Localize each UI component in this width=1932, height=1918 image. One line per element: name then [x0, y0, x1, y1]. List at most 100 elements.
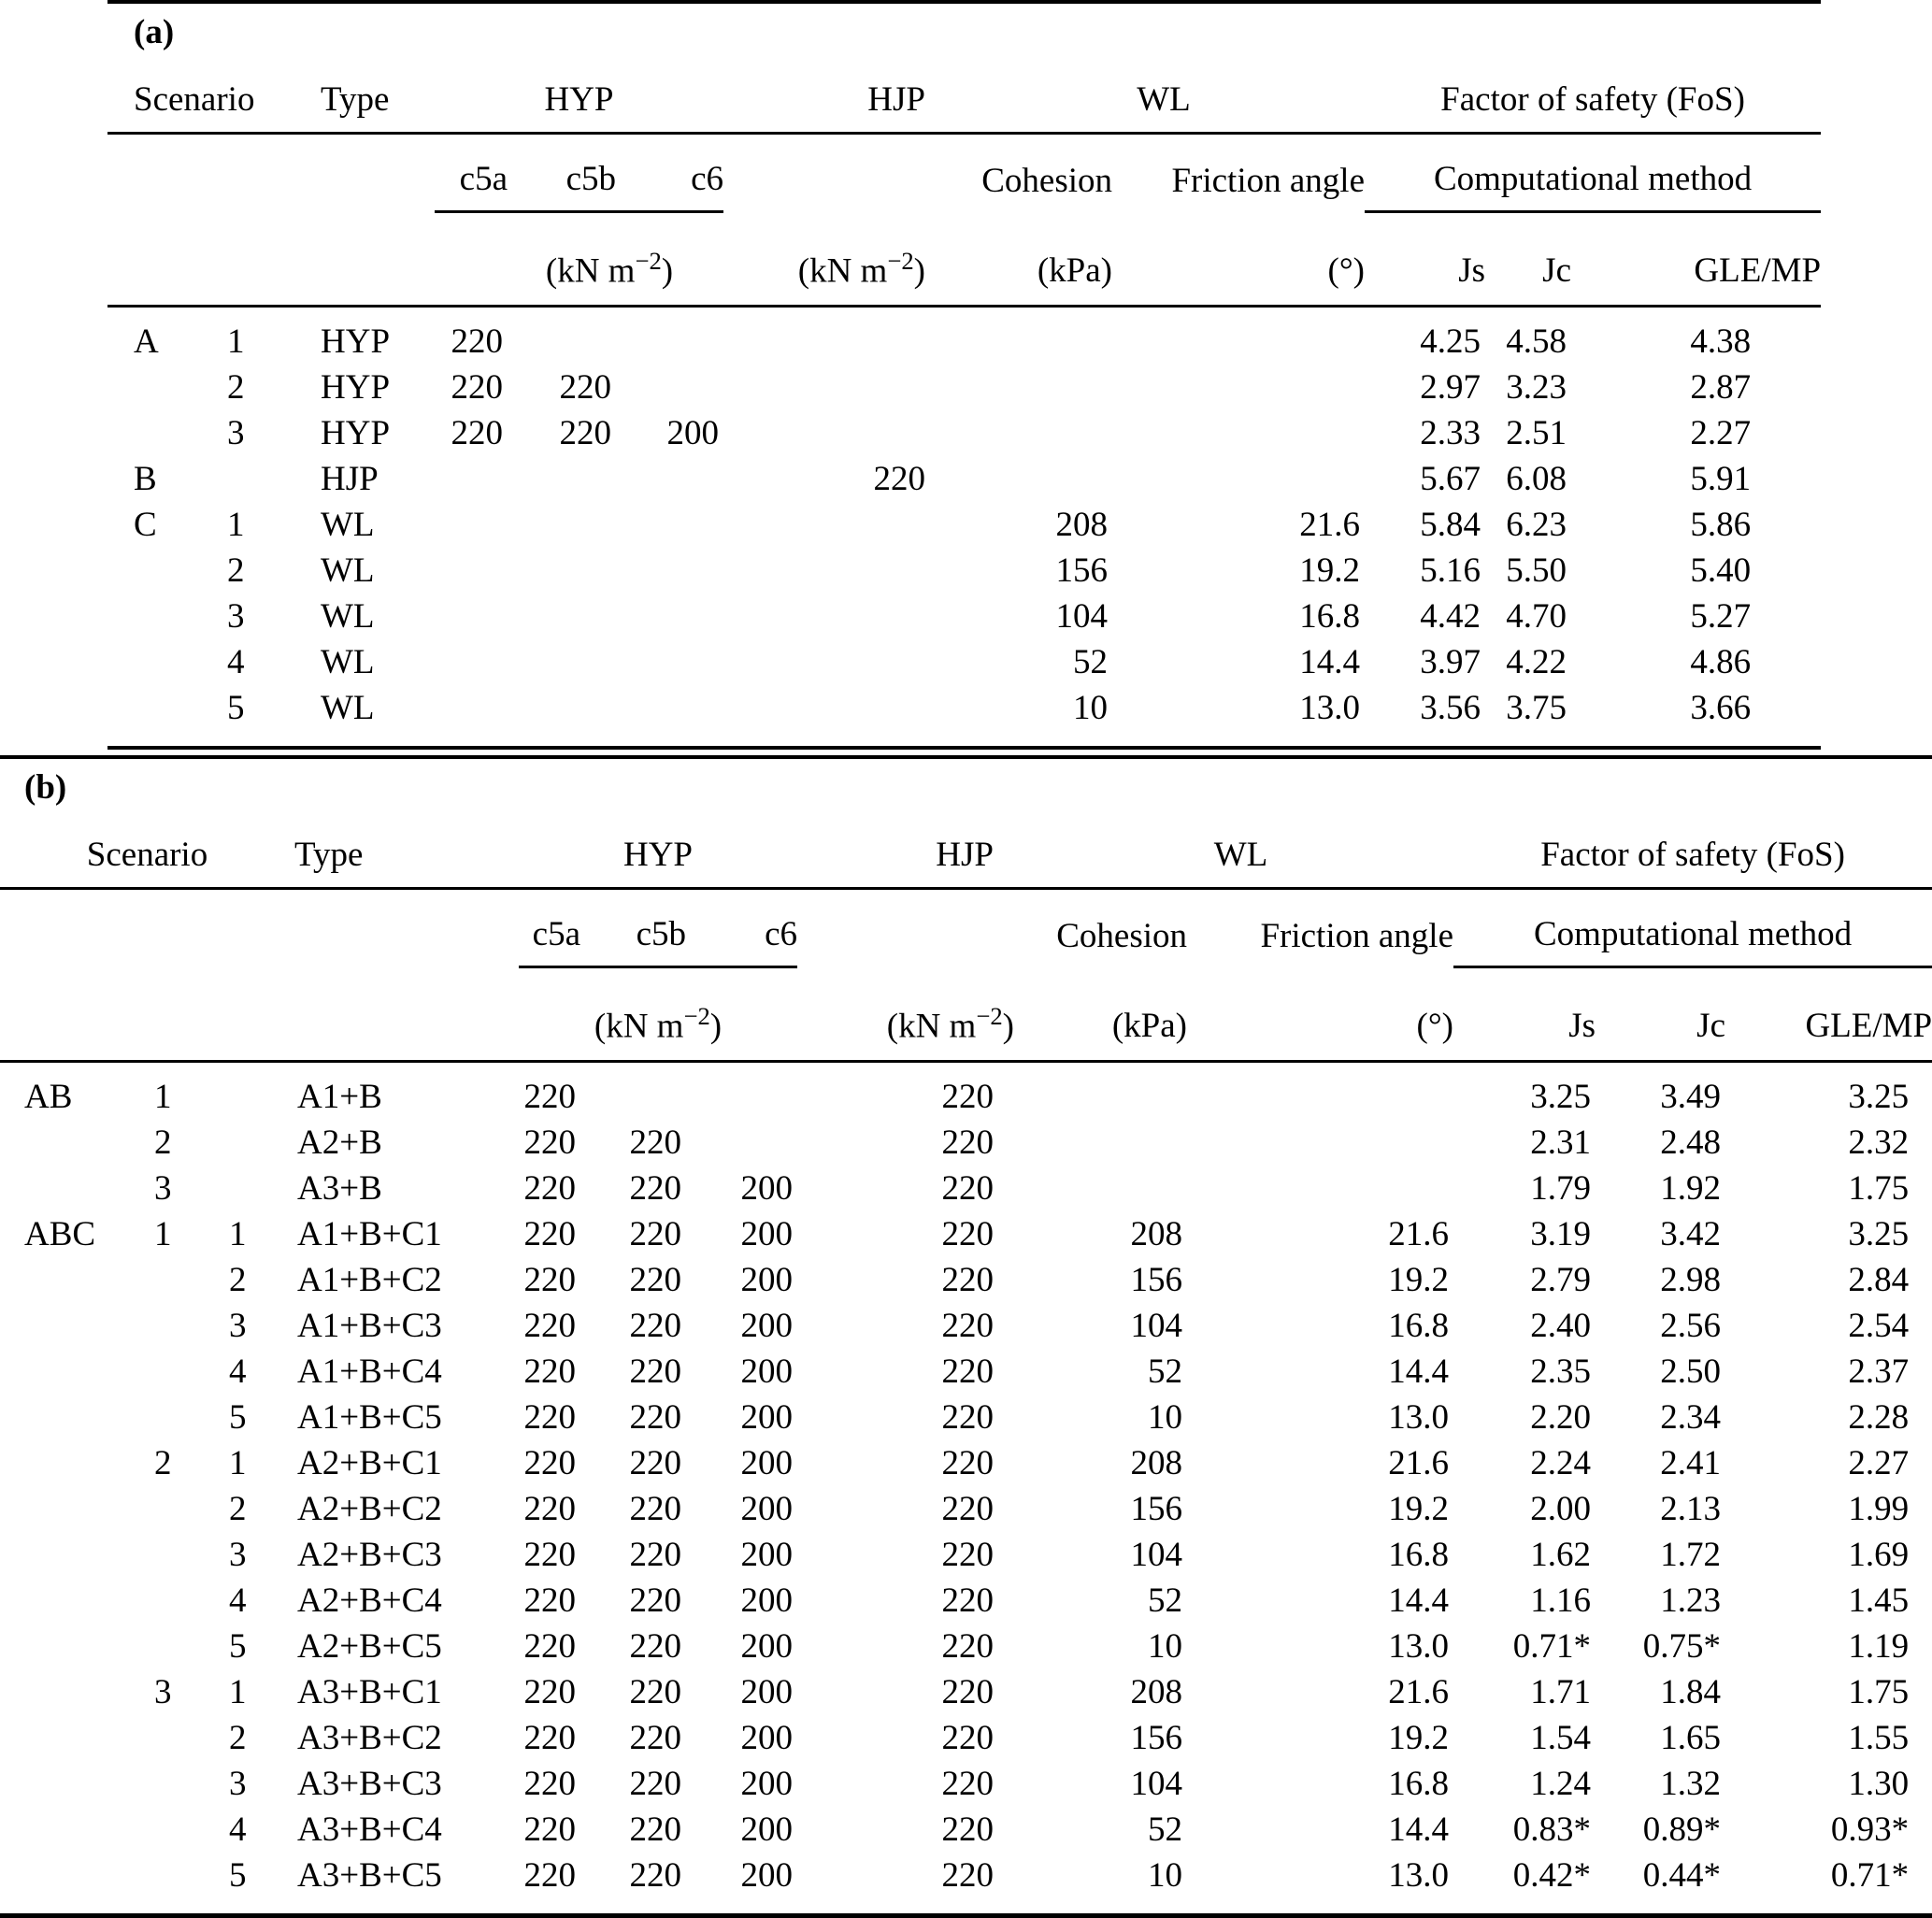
table-cell [0, 1715, 150, 1761]
table-cell [616, 685, 723, 748]
table-cell: 104 [1130, 1307, 1183, 1345]
table-cell: 220 [629, 1215, 682, 1253]
table-cell: 1.71 [1530, 1673, 1591, 1711]
table-cell [508, 548, 616, 594]
table-cell [616, 365, 723, 410]
table-cell: 200 [740, 1215, 794, 1253]
col-group-fos: Factor of safety (FoS) [1453, 811, 1932, 890]
table-row: C 1 WL 208 21.6 5.84 6.23 5.86 [107, 502, 1821, 548]
table-cell: 0.93* [1830, 1811, 1910, 1849]
table-cell: 3.19 [1530, 1215, 1591, 1253]
table-a-body: A 1 HYP 220 4.25 4.58 4.38 2 HYP 220 220 2.97 3.23 2.… [107, 307, 1821, 749]
table-cell [0, 1486, 150, 1532]
table-cell [580, 1062, 686, 1121]
table-cell: 13.0 [1388, 1856, 1449, 1895]
table-cell: WL [321, 506, 375, 544]
col-header-scenario: Scenario [107, 56, 321, 135]
table-row: 2 WL 156 19.2 5.16 5.50 5.40 [107, 548, 1821, 594]
table-cell [963, 307, 1112, 365]
table-cell: 5 [229, 1627, 247, 1666]
table-cell: 220 [523, 1169, 577, 1208]
table-cell: 200 [740, 1490, 794, 1528]
table-cell: 220 [523, 1673, 577, 1711]
col-header-gle-mp: GLE/MP [1571, 211, 1822, 308]
table-cell: 220 [629, 1124, 682, 1162]
table-cell: 4.22 [1506, 643, 1567, 681]
table-cell: WL [321, 643, 375, 681]
table-cell: 5.50 [1506, 551, 1567, 590]
table-cell: 156 [1130, 1490, 1183, 1528]
table-cell [0, 1395, 150, 1440]
table-cell: 104 [1130, 1536, 1183, 1574]
table-cell: 5.16 [1420, 551, 1481, 590]
table-cell: 220 [941, 1719, 995, 1757]
table-cell: 2.50 [1660, 1353, 1721, 1391]
table-row: 2 A2+B 220 220 220 2.31 2.48 2.32 [0, 1120, 1932, 1166]
table-cell: 220 [523, 1078, 577, 1116]
table-cell: 10 [1073, 689, 1108, 727]
col-group-hjp: HJP [797, 811, 1028, 890]
table-row: 3 A1+B+C3 220 220 200 220 104 16.8 2.40 2.56 2.54 [0, 1303, 1932, 1349]
table-cell: 220 [941, 1078, 995, 1116]
table-cell: 3.75 [1506, 689, 1567, 727]
table-cell: 2 [154, 1444, 172, 1482]
table-cell: 3 [229, 1307, 247, 1345]
table-cell: 1.92 [1660, 1169, 1721, 1208]
table-row: A 1 HYP 220 4.25 4.58 4.38 [107, 307, 1821, 365]
table-cell: 1.99 [1848, 1490, 1910, 1528]
table-cell [723, 685, 963, 748]
table-cell: 1.19 [1848, 1627, 1910, 1666]
table-cell: 1.62 [1530, 1536, 1591, 1574]
table-cell [150, 1578, 227, 1624]
table-cell: 200 [740, 1627, 794, 1666]
table-cell: 13.0 [1299, 689, 1360, 727]
table-cell: 19.2 [1299, 551, 1360, 590]
table-cell [508, 685, 616, 748]
table-cell [1112, 365, 1365, 410]
table-cell [686, 1120, 797, 1166]
table-row: 5 A2+B+C5 220 220 200 220 10 13.0 0.71* 0.75* 1.19 [0, 1624, 1932, 1669]
table-cell: C [134, 506, 157, 544]
table-row: 4 A2+B+C4 220 220 200 220 52 14.4 1.16 1.23 1.45 [0, 1578, 1932, 1624]
col-header-js: Js [1453, 966, 1596, 1063]
table-cell [150, 1349, 227, 1395]
table-cell [723, 410, 963, 456]
table-cell [1028, 1120, 1187, 1166]
table-cell: 220 [941, 1215, 995, 1253]
table-row: 3 1 A3+B+C1 220 220 200 220 208 21.6 1.71 1.84 1.75 [0, 1669, 1932, 1715]
table-b-subheader-row: c5a c5b c6 Cohesion Friction angle Compu… [0, 888, 1932, 968]
table-cell: 200 [740, 1536, 794, 1574]
table-cell: 220 [523, 1536, 577, 1574]
unit-exponent: −2 [976, 1001, 1003, 1030]
table-cell: 220 [941, 1490, 995, 1528]
table-cell [435, 639, 508, 685]
table-row: 2 A3+B+C2 220 220 200 220 156 19.2 1.54 1.65 1.55 [0, 1715, 1932, 1761]
table-cell: 220 [629, 1261, 682, 1299]
unit-friction-degree: (°) [1187, 966, 1453, 1063]
table-b-label: (b) [24, 768, 67, 807]
table-cell [723, 594, 963, 639]
table-row: 5 A3+B+C5 220 220 200 220 10 13.0 0.42* 0.44* 0.71… [0, 1853, 1932, 1916]
col-group-fos: Factor of safety (FoS) [1365, 56, 1822, 135]
table-cell: 13.0 [1388, 1398, 1449, 1437]
table-cell: 220 [523, 1765, 577, 1803]
table-cell: 2 [227, 368, 245, 407]
table-cell: 220 [629, 1811, 682, 1849]
table-cell: 52 [1148, 1582, 1182, 1620]
table-cell [0, 1807, 150, 1853]
table-row: AB 1 A1+B 220 220 3.25 3.49 3.25 [0, 1062, 1932, 1121]
table-cell: 0.71* [1830, 1856, 1910, 1895]
table-cell [107, 410, 227, 456]
table-cell [227, 1166, 294, 1211]
table-cell: 220 [941, 1582, 995, 1620]
table-cell [107, 685, 227, 748]
unit-exponent: −2 [683, 1001, 710, 1030]
table-cell: 220 [629, 1627, 682, 1666]
table-cell: 13.0 [1388, 1627, 1449, 1666]
table-cell: 1 [154, 1078, 172, 1116]
table-cell: 220 [941, 1444, 995, 1482]
table-cell: A2+B+C2 [297, 1490, 442, 1528]
table-cell: 156 [1055, 551, 1109, 590]
table-cell: 2.98 [1660, 1261, 1721, 1299]
table-cell: HJP [321, 460, 379, 498]
